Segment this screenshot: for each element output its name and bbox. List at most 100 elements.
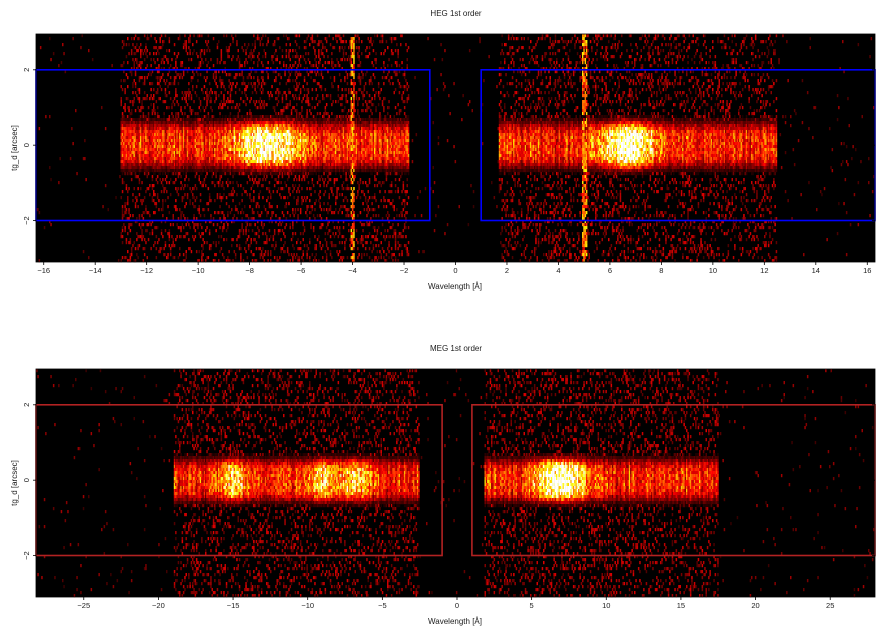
heatmap-cell [249, 136, 251, 139]
heatmap-cell [143, 124, 145, 127]
heatmap-cell [232, 148, 234, 151]
heatmap-cell [225, 124, 227, 127]
heatmap-cell [183, 127, 185, 130]
heatmap-cell [283, 250, 285, 253]
heatmap-cell [256, 130, 258, 133]
heatmap-cell [154, 145, 156, 148]
heatmap-cell [223, 118, 225, 121]
heatmap-cell [157, 82, 159, 85]
heatmap-cell [176, 112, 178, 115]
heatmap-cell [82, 34, 84, 37]
heatmap-cell [228, 145, 230, 148]
heatmap-cell [267, 145, 269, 148]
heatmap-cell [152, 133, 154, 136]
heatmap-cell [295, 160, 297, 163]
heatmap-cell [288, 136, 290, 139]
heatmap-cell [228, 169, 230, 172]
heatmap-cell [153, 88, 155, 91]
heatmap-cell [192, 151, 194, 154]
heatmap-cell [167, 253, 169, 256]
heatmap-cell [288, 118, 290, 121]
heatmap-cell [228, 166, 230, 169]
heatmap-cell [254, 40, 256, 43]
heatmap-cell [284, 124, 286, 127]
heatmap-cell [290, 91, 292, 94]
heatmap-cell [282, 160, 284, 163]
heatmap-cell [144, 118, 146, 121]
heatmap-cell [130, 133, 132, 136]
heatmap-cell [225, 61, 227, 64]
heatmap-cell [304, 163, 306, 166]
heatmap-cell [286, 106, 288, 109]
heatmap-cell [152, 112, 154, 115]
heatmap-cell [274, 184, 276, 187]
heatmap-cell [219, 115, 221, 118]
heatmap-cell [135, 151, 137, 154]
heatmap-cell [269, 154, 271, 157]
heatmap-cell [149, 124, 151, 127]
heatmap-cell [267, 40, 269, 43]
heatmap-cell [218, 118, 220, 121]
heatmap-cell [153, 172, 155, 175]
heatmap-cell [265, 163, 267, 166]
heatmap-cell [273, 148, 275, 151]
heatmap-cell [127, 130, 129, 133]
heatmap-cell [200, 103, 202, 106]
heatmap-cell [178, 148, 180, 151]
heatmap-cell [310, 124, 312, 127]
heatmap-cell [204, 115, 206, 118]
heatmap-cell [174, 130, 176, 133]
heatmap-cell [154, 202, 156, 205]
heatmap-cell [278, 145, 280, 148]
heatmap-cell [124, 103, 126, 106]
heatmap-cell [227, 130, 229, 133]
heatmap-cell [241, 172, 243, 175]
heatmap-cell [143, 157, 145, 160]
heatmap-cell [292, 136, 294, 139]
heatmap-cell [310, 142, 312, 145]
heatmap-cell [313, 64, 315, 67]
heatmap-cell [197, 118, 199, 121]
heatmap-cell [310, 127, 312, 130]
heatmap-cell [232, 40, 234, 43]
heatmap-cell [165, 151, 167, 154]
heatmap-cell [251, 82, 253, 85]
heatmap-cell [171, 172, 173, 175]
heatmap-cell [321, 151, 323, 154]
heatmap-cell [225, 157, 227, 160]
heatmap-cell [178, 160, 180, 163]
heatmap-cell [318, 136, 320, 139]
heatmap-cell [270, 133, 272, 136]
heatmap-cell [212, 145, 214, 148]
heatmap-cell [202, 154, 204, 157]
heatmap-cell [158, 118, 160, 121]
heatmap-cell [217, 136, 219, 139]
heatmap-cell [176, 127, 178, 130]
heatmap-cell [158, 154, 160, 157]
heatmap-cell [192, 136, 194, 139]
heatmap-cell [235, 106, 237, 109]
heatmap-cell [123, 40, 125, 43]
heatmap-cell [248, 118, 250, 121]
heatmap-cell [215, 154, 217, 157]
heatmap-cell [254, 88, 256, 91]
heatmap-cell [247, 151, 249, 154]
heatmap-cell [147, 223, 149, 226]
heatmap-cell [247, 85, 249, 88]
heatmap-cell [186, 163, 188, 166]
heatmap-cell [139, 193, 141, 196]
heatmap-cell [200, 55, 202, 58]
heatmap-cell [167, 118, 169, 121]
heatmap-cell [296, 160, 298, 163]
heatmap-cell [143, 247, 145, 250]
heatmap-cell [212, 166, 214, 169]
heatmap-cell [162, 130, 164, 133]
heatmap-cell [278, 160, 280, 163]
heatmap-cell [130, 115, 132, 118]
heatmap-cell [225, 163, 227, 166]
heatmap-cell [158, 64, 160, 67]
heatmap-cell [184, 127, 186, 130]
heatmap-cell [200, 154, 202, 157]
heatmap-cell [279, 73, 281, 76]
heatmap-cell [269, 163, 271, 166]
